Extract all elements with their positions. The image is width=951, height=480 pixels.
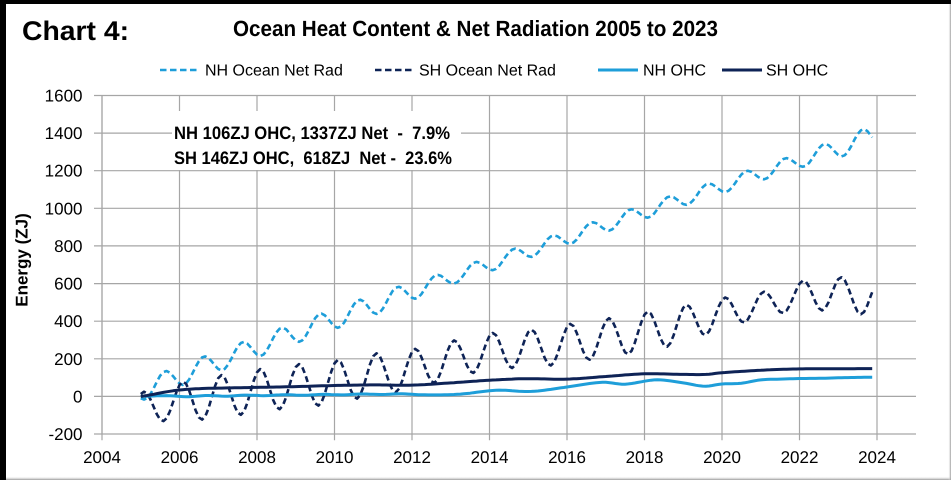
svg-text:800: 800 [54, 237, 82, 256]
svg-text:1000: 1000 [45, 199, 83, 218]
svg-text:400: 400 [54, 312, 82, 331]
svg-text:NH Ocean Net Rad: NH Ocean Net Rad [205, 63, 343, 80]
svg-text:1600: 1600 [45, 87, 83, 106]
svg-text:Energy (ZJ): Energy (ZJ) [13, 213, 32, 307]
svg-text:2012: 2012 [393, 448, 431, 467]
svg-text:1400: 1400 [45, 124, 83, 143]
svg-text:2008: 2008 [238, 448, 276, 467]
svg-text:SH 146ZJ OHC, 618ZJ Net - 2: SH 146ZJ OHC, 618ZJ Net - 23.6% [174, 148, 452, 168]
svg-text:2014: 2014 [471, 448, 509, 467]
svg-text:Chart 4:: Chart 4: [22, 16, 129, 46]
svg-text:2018: 2018 [626, 448, 664, 467]
svg-text:2010: 2010 [316, 448, 354, 467]
svg-text:NH OHC: NH OHC [643, 63, 706, 80]
svg-text:1200: 1200 [45, 162, 83, 181]
svg-text:2016: 2016 [548, 448, 586, 467]
svg-text:200: 200 [54, 350, 82, 369]
svg-text:NH 106ZJ OHC, 1337ZJ Net - 7: NH 106ZJ OHC, 1337ZJ Net - 7.9% [174, 123, 450, 143]
svg-text:2024: 2024 [858, 448, 896, 467]
svg-text:2022: 2022 [781, 448, 819, 467]
svg-text:2004: 2004 [83, 448, 121, 467]
svg-text:SH Ocean Net Rad: SH Ocean Net Rad [419, 63, 556, 80]
svg-text:Ocean Heat Content & Net Radia: Ocean Heat Content & Net Radiation 2005 … [233, 16, 718, 41]
svg-text:2006: 2006 [161, 448, 199, 467]
svg-text:SH OHC: SH OHC [766, 63, 828, 80]
svg-text:2020: 2020 [703, 448, 741, 467]
svg-text:600: 600 [54, 275, 82, 294]
svg-text:-200: -200 [48, 425, 82, 444]
svg-text:0: 0 [73, 387, 82, 406]
